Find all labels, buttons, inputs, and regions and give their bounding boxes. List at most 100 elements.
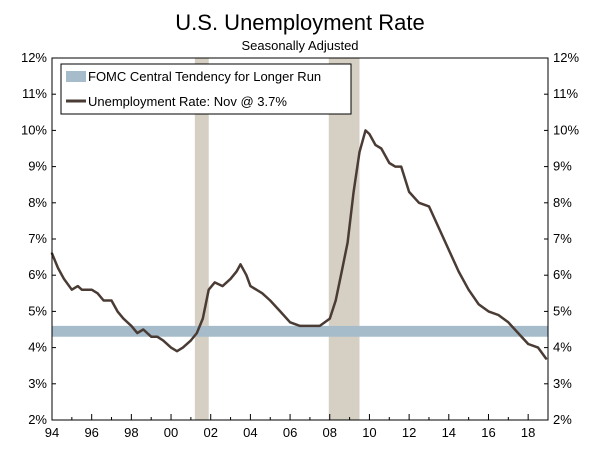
left-tick-label-1: 3%	[28, 376, 47, 391]
right-tick-label-5: 7%	[553, 231, 572, 246]
left-tick-label-4: 6%	[28, 267, 47, 282]
left-tick-label-3: 5%	[28, 303, 47, 318]
data-point-25	[213, 281, 216, 284]
data-point-17	[162, 339, 165, 342]
data-point-48	[374, 143, 377, 146]
data-point-43	[346, 241, 349, 244]
data-point-51	[394, 165, 397, 168]
data-point-10	[116, 310, 119, 313]
x-axis: 94 96 98 00 02 04 06 08 10 12 14 16 18	[45, 414, 549, 440]
x-tick-label-11: 16	[481, 425, 495, 440]
legend-label-series: Unemployment Rate: Nov @ 3.7%	[88, 94, 287, 109]
data-point-56	[437, 227, 440, 230]
x-tick-label-6: 06	[283, 425, 297, 440]
data-point-15	[150, 335, 153, 338]
data-point-19	[176, 350, 178, 353]
data-point-29	[239, 263, 242, 266]
data-point-9	[110, 299, 113, 302]
x-tick-label-7: 08	[323, 425, 337, 440]
right-tick-label-6: 8%	[553, 195, 572, 210]
x-tick-label-12: 18	[521, 425, 535, 440]
legend-band-swatch	[66, 71, 86, 82]
data-point-35	[279, 310, 282, 313]
data-point-32	[255, 288, 258, 291]
right-tick-label-3: 5%	[553, 303, 572, 318]
data-point-44	[352, 191, 355, 193]
x-tick-label-0: 94	[45, 425, 59, 440]
data-point-28	[235, 270, 238, 273]
left-tick-label-6: 8%	[28, 195, 47, 210]
data-point-11	[122, 317, 125, 320]
x-tick-label-1: 96	[84, 425, 98, 440]
data-point-50	[388, 162, 391, 164]
data-point-61	[487, 310, 490, 313]
data-point-37	[299, 324, 301, 327]
data-point-3	[70, 288, 73, 291]
x-tick-label-2: 98	[124, 425, 138, 440]
data-point-14	[142, 328, 145, 331]
data-point-53	[408, 191, 411, 193]
data-point-12	[130, 324, 133, 327]
x-tick-label-3: 00	[164, 425, 178, 440]
x-tick-label-5: 04	[243, 425, 257, 440]
data-point-60	[477, 303, 480, 306]
right-y-axis: 2% 3% 4% 5% 6% 7% 8% 9% 10% 11% 12%	[544, 50, 579, 427]
left-tick-label-5: 7%	[28, 231, 47, 246]
data-point-49	[380, 147, 383, 150]
data-point-54	[418, 201, 420, 204]
data-point-62	[497, 314, 500, 316]
data-point-65	[527, 343, 530, 345]
x-tick-label-9: 12	[402, 425, 416, 440]
legend-label-band: FOMC Central Tendency for Longer Run	[88, 69, 321, 84]
left-tick-label-2: 4%	[28, 340, 47, 355]
left-tick-label-8: 10%	[21, 122, 47, 137]
data-point-59	[467, 288, 470, 291]
data-point-24	[207, 288, 210, 291]
x-tick-label-8: 10	[362, 425, 376, 440]
data-point-36	[289, 321, 291, 324]
data-point-42	[340, 270, 343, 273]
x-tick-label-4: 02	[203, 425, 217, 440]
data-point-40	[328, 317, 331, 320]
data-point-66	[537, 346, 539, 349]
data-point-33	[261, 292, 264, 295]
right-tick-label-10: 12%	[553, 50, 579, 65]
data-point-64	[517, 332, 520, 335]
data-point-27	[229, 277, 232, 280]
data-point-31	[249, 285, 252, 287]
x-tick-label-10: 14	[442, 425, 456, 440]
left-y-axis: 2% 3% 4% 5% 6% 7% 8% 9% 10% 11% 12%	[21, 50, 56, 427]
legend: FOMC Central Tendency for Longer Run Une…	[60, 63, 352, 115]
right-tick-label-2: 4%	[553, 340, 572, 355]
data-point-52	[400, 165, 403, 168]
data-point-13	[136, 332, 139, 335]
right-tick-label-1: 3%	[553, 376, 572, 391]
data-point-26	[221, 285, 224, 287]
data-point-46	[364, 129, 367, 132]
fomc-band-layer	[52, 325, 548, 337]
series-layer	[50, 129, 548, 360]
data-point-67	[545, 357, 547, 360]
recession-bar-1	[328, 58, 360, 420]
chart-title: U.S. Unemployment Rate	[175, 10, 424, 35]
left-tick-label-10: 12%	[21, 50, 47, 65]
data-point-4	[76, 285, 79, 287]
right-tick-label-0: 2%	[553, 412, 572, 427]
left-tick-label-9: 11%	[22, 86, 47, 101]
legend-box	[60, 63, 352, 115]
data-point-58	[457, 270, 460, 273]
data-point-23	[201, 317, 204, 320]
data-point-57	[447, 248, 450, 251]
right-tick-label-4: 6%	[553, 267, 572, 282]
data-point-55	[428, 205, 430, 208]
data-point-63	[507, 321, 510, 324]
data-point-39	[318, 324, 321, 327]
data-point-45	[358, 151, 361, 154]
data-point-34	[269, 299, 272, 302]
data-point-8	[102, 299, 105, 302]
left-tick-label-0: 2%	[28, 412, 47, 427]
data-point-6	[90, 288, 93, 291]
data-point-20	[182, 346, 184, 349]
right-tick-label-7: 9%	[553, 159, 572, 174]
